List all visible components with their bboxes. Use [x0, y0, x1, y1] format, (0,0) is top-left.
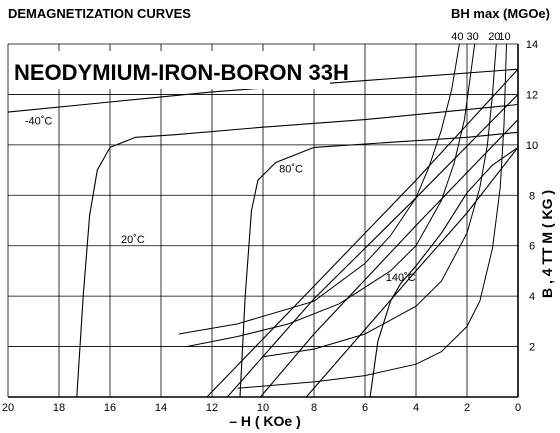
intrinsic-curve-140c — [369, 146, 519, 398]
y-tick-label: 4 — [529, 291, 535, 303]
y-tick-label: 6 — [529, 241, 535, 253]
series-label: 80˚C — [279, 164, 303, 176]
y-tick-label: 2 — [529, 342, 535, 354]
series-label: 140˚C — [386, 272, 416, 284]
x-tick-label: 0 — [515, 402, 521, 414]
y-tick-label: 12 — [526, 89, 538, 101]
bhmax-curve-30 — [186, 43, 476, 348]
chart-title: NEODYMIUM-IRON-BORON 33H — [14, 60, 349, 85]
x-tick-label: 14 — [155, 402, 167, 414]
x-tick-label: 2 — [464, 402, 470, 414]
x-tick-label: 20 — [2, 402, 14, 414]
header-right: BH max (MGOe) — [451, 6, 550, 21]
title-backdrop — [10, 51, 330, 89]
y-tick-label: 14 — [526, 39, 538, 51]
x-axis-label: – H ( KOe ) — [229, 413, 301, 429]
x-tick-label: 4 — [413, 402, 419, 414]
normal-curve-80c — [259, 119, 519, 398]
bhmax-label: 20 — [488, 31, 500, 43]
curve-labels: -40˚C 20˚C 80˚C 140˚C — [25, 116, 416, 284]
normal-curve-20c — [226, 94, 519, 398]
y-tick-label: 8 — [529, 190, 535, 202]
bhmax-label: 30 — [467, 31, 479, 43]
x-tick-label: 18 — [53, 402, 65, 414]
series-label: -40˚C — [25, 116, 53, 128]
x-tick-label: 6 — [362, 402, 368, 414]
series-label: 20˚C — [121, 234, 145, 246]
header-left: DEMAGNETIZATION CURVES — [8, 6, 191, 21]
x-tick-label: 16 — [104, 402, 116, 414]
bhmax-curve-40 — [178, 43, 460, 335]
x-tick-label: 10 — [257, 402, 269, 414]
y-axis-label: B , 4 TT M ( KG ) — [539, 190, 555, 298]
x-tick-label: 12 — [206, 402, 218, 414]
intrinsic-curve-80c — [239, 131, 519, 398]
x-tick-label: 8 — [311, 402, 317, 414]
bhmax-curve-20 — [262, 43, 497, 358]
normal-curve-140c — [305, 147, 519, 398]
bhmax-curve-10 — [237, 43, 507, 389]
bhmax-label: 10 — [498, 31, 510, 43]
grid — [7, 43, 519, 397]
normal-curve--40c — [206, 68, 519, 398]
intrinsic-curve-20c — [76, 103, 519, 398]
curves — [7, 43, 519, 398]
bhmax-label: 40 — [451, 31, 463, 43]
y-tick-label: 10 — [526, 140, 538, 152]
